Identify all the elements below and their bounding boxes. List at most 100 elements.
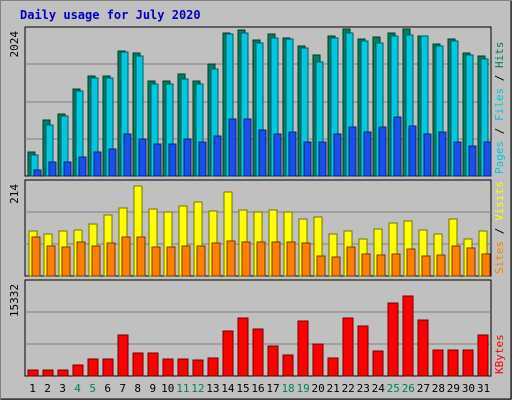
x-tick-label-day-13: 13 <box>206 382 219 395</box>
x-tick-label-day-15: 15 <box>236 382 249 395</box>
bar-kbytes-day-30 <box>462 349 474 377</box>
bar-kbytes-day-12 <box>192 359 204 377</box>
x-tick-label-day-31: 31 <box>477 382 490 395</box>
x-tick-label-day-20: 20 <box>312 382 325 395</box>
x-tick-label-day-11: 11 <box>176 382 189 395</box>
bar-sites-day-13 <box>211 242 221 277</box>
bar-pages-day-13 <box>213 135 222 177</box>
bar-sites-day-20 <box>316 255 326 277</box>
bar-pages-day-11 <box>183 138 192 177</box>
bar-sites-day-7 <box>121 236 131 277</box>
bar-sites-day-30 <box>466 247 476 277</box>
bar-kbytes-day-31 <box>477 334 489 377</box>
bar-sites-day-26 <box>406 248 416 277</box>
bar-pages-day-7 <box>123 133 132 177</box>
bar-kbytes-day-1 <box>27 369 39 377</box>
x-tick-label-day-26: 26 <box>402 382 415 395</box>
bar-kbytes-day-15 <box>237 317 249 377</box>
bar-sites-day-3 <box>61 246 71 277</box>
bar-sites-day-29 <box>451 245 461 277</box>
panel-legend: Sites / Visits <box>493 181 506 274</box>
bar-pages-day-30 <box>468 145 477 177</box>
x-tick-label-day-16: 16 <box>251 382 264 395</box>
bar-pages-day-3 <box>63 161 72 177</box>
legend-hits: Hits <box>493 42 506 69</box>
x-axis-labels: 1 2 3 4 5 6 7 8 9 10 11 12 13 14 15 16 17 18 19 20 21 22 23 24 2… <box>29 382 490 395</box>
bar-sites-day-28 <box>436 254 446 277</box>
x-tick-label-day-14: 14 <box>221 382 235 395</box>
x-tick-label-day-6: 6 <box>104 382 111 395</box>
y-axis-max-label: 15332 <box>8 284 21 317</box>
bar-kbytes-day-25 <box>387 302 399 377</box>
bar-sites-day-25 <box>391 253 401 277</box>
legend-separator: / <box>493 221 506 241</box>
bar-pages-day-10 <box>168 143 177 177</box>
bar-kbytes-day-5 <box>87 358 99 377</box>
bar-kbytes-day-19 <box>297 320 309 377</box>
bar-sites-day-19 <box>301 242 311 277</box>
bar-sites-day-21 <box>331 256 341 277</box>
bar-pages-day-29 <box>453 141 462 177</box>
bar-kbytes-day-22 <box>342 317 354 377</box>
bar-sites-day-5 <box>91 245 101 277</box>
bar-kbytes-day-7 <box>117 334 129 377</box>
bar-pages-day-27 <box>423 133 432 177</box>
x-tick-label-day-30: 30 <box>462 382 475 395</box>
bar-sites-day-15 <box>241 241 251 277</box>
panel-hits-files-pages: 2024 Pages / Files / Hits <box>8 26 506 177</box>
bar-pages-day-8 <box>138 138 147 177</box>
bar-pages-day-4 <box>78 156 87 177</box>
bar-kbytes-day-29 <box>447 349 459 377</box>
bar-kbytes-day-17 <box>267 345 279 377</box>
x-tick-label-day-21: 21 <box>327 382 340 395</box>
x-tick-label-day-7: 7 <box>119 382 126 395</box>
panel-kbytes: 15332 KBytes <box>8 279 506 377</box>
bar-pages-day-28 <box>438 131 447 177</box>
bar-pages-day-9 <box>153 143 162 177</box>
bar-kbytes-day-4 <box>72 364 84 377</box>
x-tick-label-day-24: 24 <box>372 382 386 395</box>
x-tick-label-day-1: 1 <box>29 382 36 395</box>
x-tick-label-day-4: 4 <box>74 382 81 395</box>
bar-kbytes-day-10 <box>162 358 174 377</box>
x-tick-label-day-12: 12 <box>191 382 204 395</box>
bar-sites-day-8 <box>136 236 146 277</box>
bar-sites-day-1 <box>31 236 41 277</box>
y-axis-max-label: 2024 <box>8 31 21 58</box>
x-tick-label-day-23: 23 <box>357 382 370 395</box>
bar-kbytes-day-27 <box>417 319 429 377</box>
bar-kbytes-day-28 <box>432 349 444 377</box>
bar-pages-day-31 <box>483 141 492 177</box>
bar-pages-day-20 <box>318 141 327 177</box>
bar-sites-day-14 <box>226 240 236 277</box>
bar-sites-day-17 <box>271 241 281 277</box>
bar-kbytes-day-14 <box>222 330 234 377</box>
bar-pages-day-26 <box>408 125 417 177</box>
bar-kbytes-day-24 <box>372 350 384 377</box>
x-tick-label-day-8: 8 <box>134 382 141 395</box>
bar-pages-day-23 <box>363 131 372 177</box>
legend-kbytes: KBytes <box>493 334 506 374</box>
bar-kbytes-day-3 <box>57 369 69 377</box>
x-tick-label-day-5: 5 <box>89 382 96 395</box>
bar-pages-day-6 <box>108 148 117 177</box>
x-tick-label-day-17: 17 <box>266 382 279 395</box>
bar-kbytes-day-8 <box>132 352 144 377</box>
bar-kbytes-day-9 <box>147 352 159 377</box>
bar-sites-day-31 <box>481 253 491 277</box>
x-tick-label-day-9: 9 <box>149 382 156 395</box>
bar-sites-day-23 <box>361 253 371 277</box>
x-tick-label-day-19: 19 <box>296 382 309 395</box>
bar-sites-day-4 <box>76 241 86 277</box>
bar-sites-day-18 <box>286 241 296 277</box>
bar-kbytes-day-11 <box>177 358 189 377</box>
bar-kbytes-day-21 <box>327 357 339 377</box>
bar-kbytes-day-16 <box>252 328 264 377</box>
panel-legend: KBytes <box>493 334 506 374</box>
bar-sites-day-6 <box>106 242 116 277</box>
bar-pages-day-5 <box>93 151 102 177</box>
legend-sites: Sites <box>493 241 506 274</box>
x-tick-label-day-27: 27 <box>417 382 430 395</box>
bar-pages-day-22 <box>348 126 357 177</box>
bar-pages-day-14 <box>228 118 237 177</box>
